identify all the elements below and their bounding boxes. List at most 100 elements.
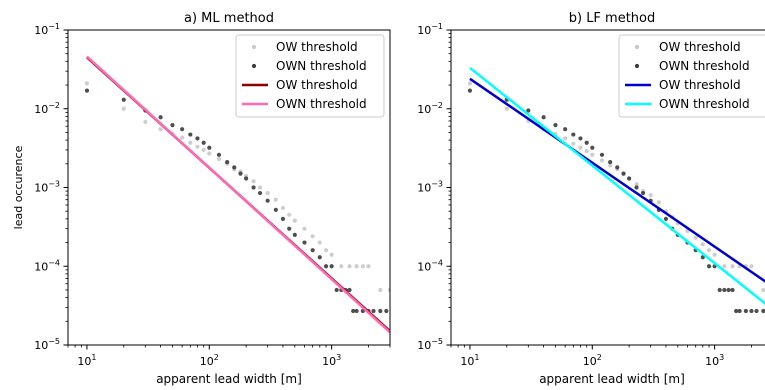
y-tick-label-exponent: −3 (48, 180, 60, 189)
y-tick-label-exponent: −1 (431, 22, 443, 31)
data-point (265, 190, 270, 196)
data-point (339, 264, 344, 269)
y-tick-label: 10−2 (34, 101, 60, 116)
data-point (292, 232, 297, 238)
data-point (371, 308, 376, 314)
data-point (121, 106, 126, 111)
data-point (310, 248, 315, 253)
data-point (656, 200, 661, 205)
data-point (143, 119, 148, 125)
y-tick-label: 10−4 (34, 258, 60, 273)
data-point (726, 287, 731, 293)
data-point (584, 140, 589, 145)
data-point (317, 240, 322, 245)
data-point (201, 140, 206, 145)
data-point (634, 185, 639, 190)
data-point (504, 106, 509, 111)
data-point (571, 132, 576, 137)
y-tick-label-base: 10 (417, 103, 431, 116)
data-point (121, 97, 126, 102)
data-point (195, 136, 200, 141)
data-point (590, 152, 595, 157)
data-point (188, 132, 193, 137)
data-point (541, 115, 546, 120)
data-point (280, 216, 286, 221)
data-point (302, 226, 307, 231)
data-point (158, 115, 163, 120)
x-tick-label-base: 10 (460, 355, 474, 368)
data-point (317, 255, 322, 260)
y-tick-label-exponent: −1 (48, 22, 60, 31)
data-point (700, 255, 705, 260)
data-point (216, 156, 222, 162)
fit-line-own (469, 66, 765, 306)
data-point (310, 234, 315, 239)
legend-entry: OWN threshold (242, 97, 367, 111)
data-point (244, 176, 249, 181)
y-tick-label: 10−1 (34, 22, 60, 37)
data-point (608, 160, 613, 165)
data-point (599, 158, 605, 163)
data-point (590, 145, 595, 150)
y-tick-label-exponent: −4 (431, 258, 443, 267)
x-tick-label: 103 (322, 353, 341, 368)
data-point (749, 264, 754, 269)
y-tick-label-base: 10 (417, 260, 431, 273)
plot-area (467, 66, 765, 314)
y-tick-label: 10−1 (417, 22, 443, 37)
x-tick-label: 101 (460, 353, 479, 368)
data-point (180, 127, 185, 132)
data-point (273, 207, 278, 212)
data-point (273, 197, 278, 202)
y-tick-label-base: 10 (417, 24, 431, 37)
data-point (693, 235, 698, 240)
data-point (292, 218, 297, 223)
legend-entry: OWN threshold (634, 59, 750, 73)
y-tick-label: 10−5 (417, 337, 443, 352)
plot-area (84, 55, 390, 334)
x-tick-label-base: 10 (200, 355, 214, 368)
legend-marker (251, 63, 257, 69)
x-tick-label-base: 10 (322, 355, 336, 368)
scatter-series-own (467, 88, 765, 314)
legend-entry: OW threshold (625, 78, 741, 92)
data-point (621, 171, 626, 176)
data-point (251, 185, 256, 190)
x-tick-label-exponent: 3 (719, 353, 724, 362)
data-point (265, 198, 270, 203)
data-point (722, 264, 727, 269)
y-tick-label: 10−3 (417, 180, 443, 195)
data-point (615, 165, 620, 170)
data-point (216, 152, 222, 157)
data-point (257, 190, 263, 196)
data-point (323, 248, 329, 253)
data-point (347, 264, 352, 269)
data-point (730, 287, 735, 293)
fit-line-ow (469, 77, 765, 283)
data-point (195, 144, 200, 149)
data-point (584, 148, 589, 154)
x-tick-label-base: 10 (583, 355, 597, 368)
data-point (640, 190, 646, 196)
data-point (225, 160, 230, 165)
x-axis-label: apparent lead width [m] (156, 372, 302, 386)
data-point (334, 287, 339, 293)
legend-box (235, 34, 385, 118)
y-tick-label: 10−2 (417, 101, 443, 116)
y-axis-label: lead occurence (12, 145, 25, 229)
legend: OW threshold OWN threshold OW threshold OWN… (235, 34, 385, 118)
data-point (347, 287, 352, 293)
data-point (700, 242, 705, 247)
legend-entry: OW threshold (634, 40, 741, 54)
data-point (188, 140, 193, 145)
y-tick-label-base: 10 (34, 24, 48, 37)
data-point (158, 127, 163, 132)
data-point (287, 226, 292, 231)
data-point (329, 264, 334, 269)
x-axis-label: apparent lead width [m] (539, 372, 685, 386)
legend-label: OW threshold (659, 40, 741, 54)
data-point (251, 179, 256, 184)
y-tick-label-exponent: −5 (48, 337, 60, 346)
